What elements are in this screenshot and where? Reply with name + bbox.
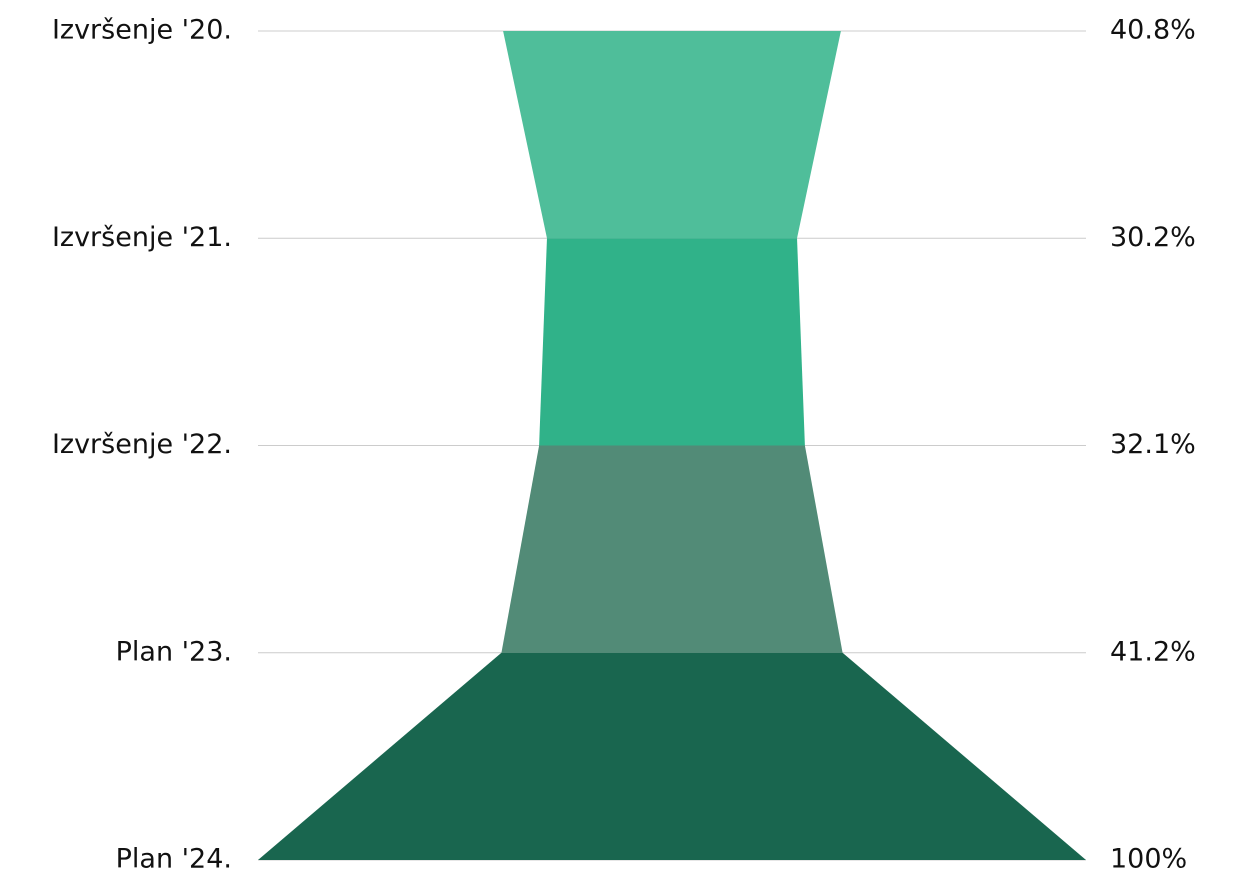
category-label: Plan '24. — [116, 844, 232, 874]
funnel-segment — [501, 445, 843, 653]
funnel-segment — [539, 238, 805, 446]
funnel-segment — [503, 31, 841, 239]
category-label: Izvršenje '21. — [52, 222, 232, 253]
value-label: 32.1% — [1110, 429, 1196, 460]
value-label: 30.2% — [1110, 222, 1196, 253]
funnel-segment — [258, 652, 1086, 860]
value-label: 41.2% — [1110, 636, 1196, 667]
value-label: 40.8% — [1110, 15, 1196, 46]
category-label: Izvršenje '22. — [52, 429, 232, 460]
value-label: 100% — [1110, 844, 1187, 874]
category-label: Plan '23. — [116, 636, 232, 667]
category-label: Izvršenje '20. — [52, 15, 232, 46]
